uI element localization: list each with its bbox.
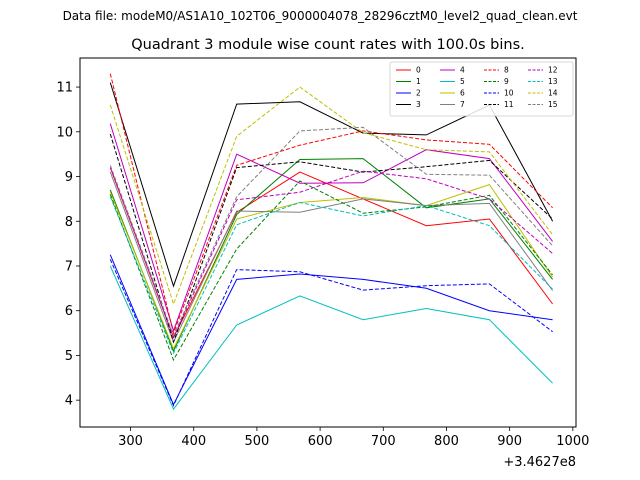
x-tick-label: 1000 [556, 434, 589, 449]
chart-suptitle: Data file: modeM0/AS1A10_102T06_90000040… [63, 9, 578, 23]
series-line-4 [109, 123, 553, 333]
series-line-8 [109, 73, 553, 335]
legend-label-0: 0 [416, 66, 421, 75]
legend-label-3: 3 [416, 100, 421, 109]
legend-label-14: 14 [548, 89, 558, 98]
series-line-13 [109, 196, 553, 355]
series-line-5 [109, 265, 553, 411]
legend-label-4: 4 [460, 66, 465, 75]
legend-label-1: 1 [416, 77, 421, 86]
x-tick-label: 900 [497, 434, 522, 449]
y-tick-label: 6 [65, 304, 73, 319]
legend-label-12: 12 [548, 66, 558, 75]
x-tick-label: 700 [371, 434, 396, 449]
x-tick-label: 500 [245, 434, 270, 449]
legend-label-8: 8 [504, 66, 509, 75]
axes-frame [79, 57, 577, 428]
y-tick-label: 7 [65, 259, 73, 274]
y-tick-label: 11 [56, 81, 73, 96]
y-tick-label: 4 [65, 394, 73, 409]
legend-label-7: 7 [460, 100, 465, 109]
y-tick-label: 8 [65, 215, 73, 230]
x-tick-label: 300 [118, 434, 143, 449]
y-tick-label: 10 [56, 125, 73, 140]
chart-title: Quadrant 3 module wise count rates with … [131, 37, 525, 53]
legend-label-9: 9 [504, 77, 509, 86]
x-tick-label: 400 [181, 434, 206, 449]
legend-label-2: 2 [416, 89, 421, 98]
legend-label-15: 15 [548, 100, 558, 109]
legend-label-10: 10 [504, 89, 514, 98]
legend-label-6: 6 [460, 89, 465, 98]
y-tick-label: 9 [65, 170, 73, 185]
series-line-12 [109, 167, 553, 339]
series-line-10 [109, 259, 553, 407]
x-axis-offset-label: +3.4627e8 [503, 455, 576, 470]
series-line-15 [109, 126, 553, 337]
y-axis: 4 5 6 7 8 9 10 11 [56, 81, 80, 409]
series-line-6 [109, 184, 554, 350]
series-line-9 [109, 180, 553, 362]
x-tick-label: 800 [434, 434, 459, 449]
legend-box [389, 61, 574, 117]
series-line-1 [109, 158, 553, 353]
y-tick-label: 5 [65, 349, 73, 364]
legend-label-11: 11 [504, 100, 514, 109]
series-line-7 [109, 171, 554, 344]
legend-label-5: 5 [460, 77, 465, 86]
series-line-0 [109, 167, 554, 339]
x-tick-label: 600 [308, 434, 333, 449]
series-line-14 [109, 86, 553, 306]
series-lines [109, 73, 554, 411]
x-axis: 300 400 500 600 700 800 900 1000 [118, 427, 589, 449]
legend-label-13: 13 [548, 77, 558, 86]
